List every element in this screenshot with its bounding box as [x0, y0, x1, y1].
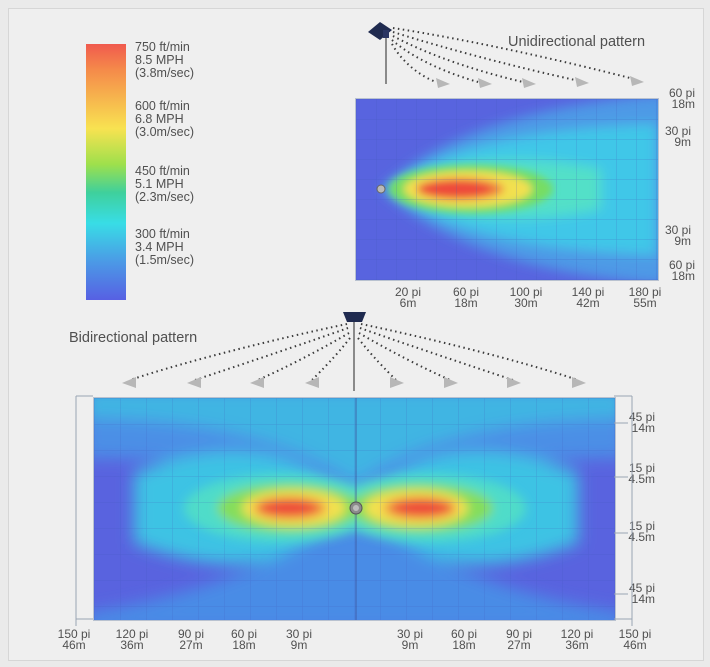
- unidirectional-airflow-arrows: [391, 27, 631, 83]
- legend-level-750: 750 ft/min 8.5 MPH (3.8m/sec): [135, 40, 195, 80]
- bi-x-tick-4: 60 pi 18m: [230, 627, 258, 652]
- unidirectional-title: Unidirectional pattern: [508, 34, 646, 50]
- unidirectional-fan-icon: [368, 22, 392, 84]
- bidirectional-title: Bidirectional pattern: [69, 330, 198, 346]
- uni-x-tick-2: 60 pi 18m: [452, 285, 480, 310]
- uni-y-tick-4: 60 pi 18m: [668, 258, 695, 283]
- bi-x-tick-1: 150 pi 46m: [57, 627, 91, 652]
- uni-y-tick-1: 60 pi 18m: [668, 86, 695, 111]
- uni-y-tick-3: 30 pi 9m: [664, 223, 691, 248]
- uni-x-tick-5: 180 pi 55m: [628, 285, 662, 310]
- uni-y-tick-2: 30 pi 9m: [664, 124, 691, 149]
- bidirectional-arrowheads: [122, 377, 586, 388]
- bi-x-tick-9: 120 pi 36m: [560, 627, 594, 652]
- bi-x-tick-8: 90 pi 27m: [505, 627, 533, 652]
- bidirectional-frame-ticks: [75, 395, 633, 626]
- bi-x-tick-2: 120 pi 36m: [115, 627, 149, 652]
- uni-x-tick-1: 20 pi 6m: [394, 285, 422, 310]
- uni-x-tick-4: 140 pi 42m: [571, 285, 605, 310]
- legend-level-300: 300 ft/min 3.4 MPH (1.5m/sec): [135, 227, 195, 267]
- bi-x-tick-10: 150 pi 46m: [618, 627, 652, 652]
- bidirectional-airflow-arrows: [129, 323, 579, 381]
- bidirectional-heatmap: [93, 397, 616, 621]
- legend-level-600: 600 ft/min 6.8 MPH (3.0m/sec): [135, 99, 195, 139]
- bi-x-tick-3: 90 pi 27m: [177, 627, 205, 652]
- legend-level-450: 450 ft/min 5.1 MPH (2.3m/sec): [135, 164, 195, 204]
- uni-x-tick-3: 100 pi 30m: [509, 285, 543, 310]
- unidirectional-heatmap: [355, 98, 659, 281]
- bi-x-tick-5: 30 pi 9m: [285, 627, 313, 652]
- unidirectional-arrowheads: [436, 76, 644, 88]
- bi-x-tick-6: 30 pi 9m: [396, 627, 424, 652]
- bidirectional-fan-icon: [343, 312, 366, 391]
- velocity-color-scale: [86, 44, 126, 300]
- bi-x-tick-7: 60 pi 18m: [450, 627, 478, 652]
